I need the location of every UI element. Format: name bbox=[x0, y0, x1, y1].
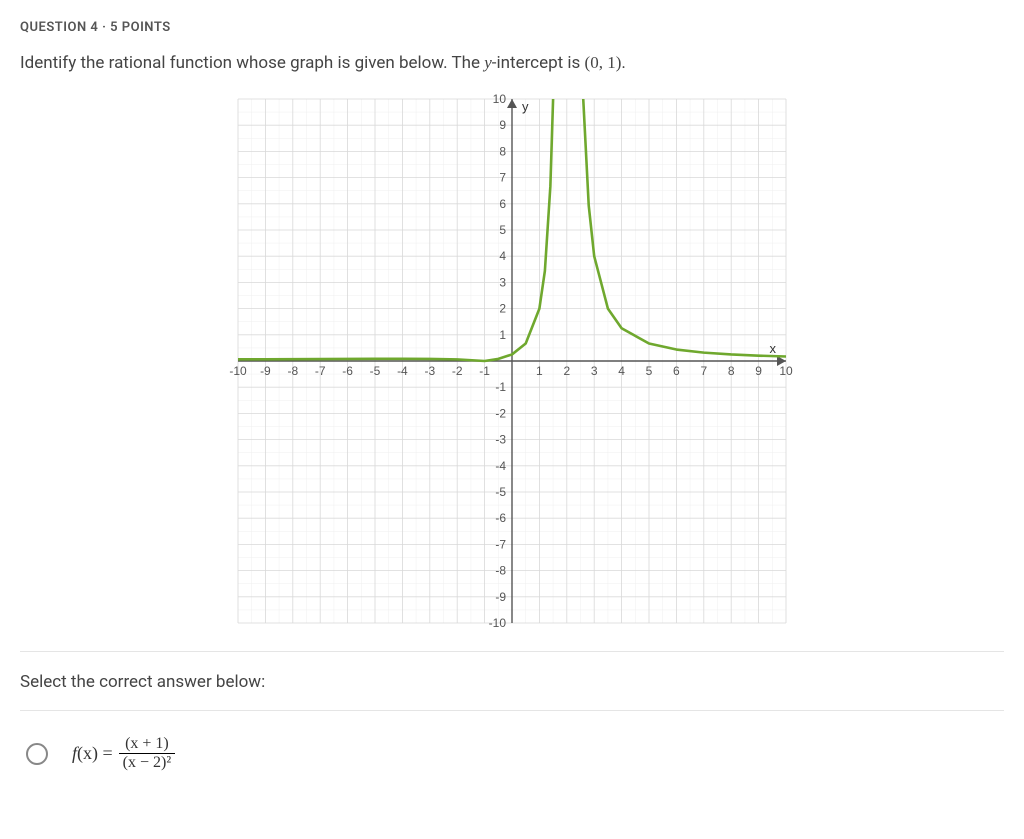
svg-text:-7: -7 bbox=[315, 364, 326, 378]
svg-text:-8: -8 bbox=[287, 364, 298, 378]
svg-text:4: 4 bbox=[499, 249, 506, 263]
svg-text:7: 7 bbox=[700, 364, 707, 378]
svg-text:-10: -10 bbox=[489, 616, 507, 630]
svg-text:2: 2 bbox=[499, 302, 506, 316]
svg-text:y: y bbox=[522, 99, 529, 114]
numerator: (x + 1) bbox=[121, 735, 173, 753]
svg-text:10: 10 bbox=[779, 364, 793, 378]
svg-text:-1: -1 bbox=[479, 364, 490, 378]
svg-text:5: 5 bbox=[499, 223, 506, 237]
svg-text:-5: -5 bbox=[495, 485, 506, 499]
function-graph: -10 -9 -8 -7 -6 -5 -4 -3 -2 -1 1 2 3 4 5 6 7 8 9 10 -10 -9 -8 -… bbox=[222, 91, 802, 631]
svg-text:1: 1 bbox=[499, 328, 506, 342]
question-prefix: Identify the rational function whose gra… bbox=[20, 53, 484, 73]
svg-text:-1: -1 bbox=[495, 380, 506, 394]
svg-text:4: 4 bbox=[618, 364, 625, 378]
svg-text:x: x bbox=[770, 341, 777, 356]
fraction: (x + 1) (x − 2)² bbox=[119, 735, 175, 773]
svg-text:-5: -5 bbox=[370, 364, 381, 378]
svg-text:-6: -6 bbox=[342, 364, 353, 378]
svg-text:-3: -3 bbox=[495, 433, 506, 447]
select-prompt: Select the correct answer below: bbox=[20, 651, 1004, 711]
question-mid: -intercept is bbox=[492, 53, 585, 73]
question-text: Identify the rational function whose gra… bbox=[20, 53, 1004, 73]
svg-text:-4: -4 bbox=[397, 364, 408, 378]
denominator: (x − 2)² bbox=[119, 753, 175, 772]
radio-button[interactable] bbox=[26, 743, 48, 765]
question-header: QUESTION 4 · 5 POINTS bbox=[20, 20, 1004, 35]
svg-text:1: 1 bbox=[536, 364, 543, 378]
svg-text:8: 8 bbox=[499, 144, 506, 158]
svg-text:10: 10 bbox=[493, 92, 507, 106]
svg-text:7: 7 bbox=[499, 171, 506, 185]
svg-text:9: 9 bbox=[499, 118, 506, 132]
svg-text:-7: -7 bbox=[495, 537, 506, 551]
svg-text:3: 3 bbox=[591, 364, 598, 378]
svg-text:-9: -9 bbox=[495, 590, 506, 604]
svg-text:8: 8 bbox=[728, 364, 735, 378]
svg-text:6: 6 bbox=[673, 364, 680, 378]
question-number: QUESTION 4 bbox=[20, 20, 98, 35]
f-arg: (x) bbox=[77, 743, 98, 763]
svg-text:3: 3 bbox=[499, 275, 506, 289]
eq-sign: = bbox=[98, 743, 113, 763]
svg-text:-10: -10 bbox=[229, 364, 247, 378]
points-label: 5 POINTS bbox=[110, 20, 171, 35]
answer-option[interactable]: f(x) = (x + 1) (x − 2)² bbox=[20, 735, 1004, 773]
graph-container: -10 -9 -8 -7 -6 -5 -4 -3 -2 -1 1 2 3 4 5 6 7 8 9 10 -10 -9 -8 -… bbox=[20, 91, 1004, 631]
svg-text:2: 2 bbox=[563, 364, 570, 378]
svg-text:6: 6 bbox=[499, 197, 506, 211]
svg-text:-6: -6 bbox=[495, 511, 506, 525]
svg-text:-3: -3 bbox=[424, 364, 435, 378]
svg-text:5: 5 bbox=[646, 364, 653, 378]
svg-text:-2: -2 bbox=[495, 406, 506, 420]
svg-text:9: 9 bbox=[755, 364, 762, 378]
svg-text:-2: -2 bbox=[452, 364, 463, 378]
svg-text:-4: -4 bbox=[495, 459, 506, 473]
svg-text:-8: -8 bbox=[495, 564, 506, 578]
question-suffix: . bbox=[621, 53, 625, 73]
y-intercept-point: (0, 1) bbox=[585, 53, 622, 72]
option-formula: f(x) = (x + 1) (x − 2)² bbox=[72, 735, 175, 773]
y-var: y bbox=[484, 53, 492, 72]
svg-text:-9: -9 bbox=[260, 364, 271, 378]
separator: · bbox=[102, 20, 106, 35]
